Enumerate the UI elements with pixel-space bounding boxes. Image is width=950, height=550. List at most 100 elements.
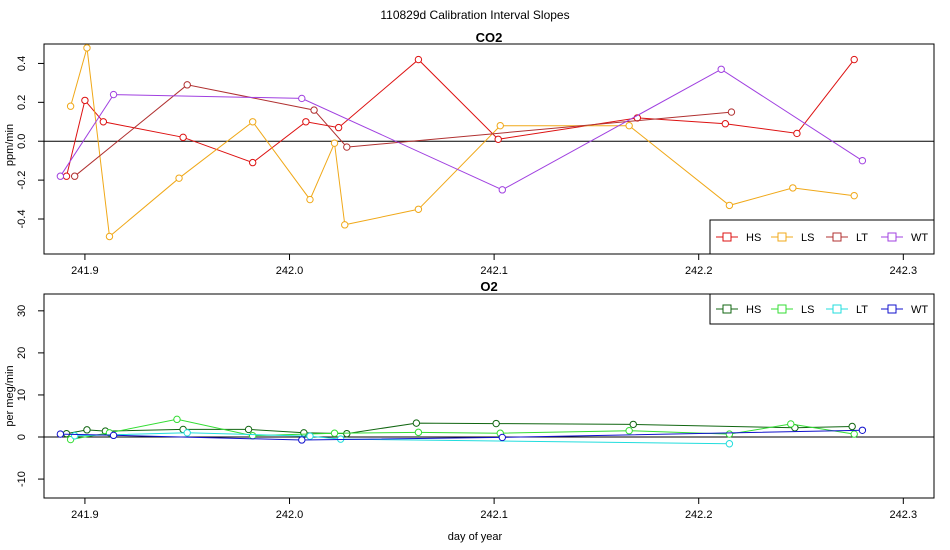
o2-data-point xyxy=(850,430,858,438)
co2-data-point xyxy=(793,129,801,138)
figure-title: 110829d Calibration Interval Slopes xyxy=(380,8,569,22)
x-axis-label: day of year xyxy=(448,531,503,543)
o2-data-point xyxy=(725,440,734,448)
o2-legend-marker xyxy=(832,304,842,314)
o2-data-point xyxy=(498,433,506,442)
co2-data-point xyxy=(717,65,725,73)
o2-data-point xyxy=(858,426,867,434)
o2-x-tick-label: 242.0 xyxy=(276,509,304,521)
o2-legend-label: LT xyxy=(856,304,868,316)
o2-data-point xyxy=(83,426,91,434)
co2-y-tick-label: -0.4 xyxy=(16,210,28,229)
o2-data-point xyxy=(248,432,257,440)
co2-data-point xyxy=(494,135,502,143)
o2-y-tick-label: 10 xyxy=(16,389,28,401)
o2-data-point xyxy=(414,428,423,437)
o2-data-point xyxy=(56,430,65,438)
o2-data-point xyxy=(492,419,500,428)
co2-series-lt xyxy=(70,81,736,180)
o2-y-tick-label: 30 xyxy=(16,305,28,317)
co2-series-ls xyxy=(66,44,858,241)
co2-data-point xyxy=(99,118,108,126)
co2-data-point xyxy=(850,55,858,64)
o2-data-point xyxy=(173,415,181,424)
co2-data-point xyxy=(302,118,310,126)
co2-data-point xyxy=(414,55,423,64)
o2-panel: O2 per meg/min 241.9 242.0 242.1 242.2 242.3… xyxy=(4,279,935,521)
o2-data-point xyxy=(62,429,71,438)
co2-legend-marker xyxy=(722,232,732,242)
o2-series-wt xyxy=(56,426,867,444)
co2-series-line xyxy=(66,58,855,177)
co2-data-point xyxy=(81,96,89,105)
o2-data-point xyxy=(625,427,633,435)
co2-data-point xyxy=(298,94,306,103)
o2-series-hs xyxy=(62,419,856,438)
o2-data-point xyxy=(306,432,314,440)
o2-data-point xyxy=(412,419,421,427)
co2-series-line xyxy=(74,84,732,177)
co2-data-point xyxy=(625,121,633,130)
co2-data-point xyxy=(183,81,191,89)
co2-legend-label: HS xyxy=(746,232,761,244)
co2-data-point xyxy=(56,172,65,180)
o2-data-point xyxy=(787,420,795,428)
co2-data-point xyxy=(66,102,75,110)
co2-y-tick-label: -0.2 xyxy=(16,171,28,190)
o2-y-axis-label: per meg/min xyxy=(4,365,16,426)
co2-legend: HS LS LT WT xyxy=(709,219,935,255)
o2-legend-label: HS xyxy=(746,304,761,316)
co2-x-tick-label: 242.2 xyxy=(685,265,713,277)
co2-x-tick-label: 241.9 xyxy=(71,265,99,277)
co2-data-point xyxy=(498,186,506,194)
co2-data-point xyxy=(83,44,91,52)
co2-data-point xyxy=(105,232,114,241)
co2-plot-frame xyxy=(43,43,935,255)
co2-data-point xyxy=(414,205,423,213)
o2-y-tick-label: 20 xyxy=(16,347,28,359)
o2-legend-label: LS xyxy=(801,304,814,316)
o2-data-point xyxy=(183,429,191,437)
o2-x-tick-label: 242.3 xyxy=(890,509,918,521)
co2-x-tick-label: 242.0 xyxy=(276,265,304,277)
co2-data-point xyxy=(70,172,79,180)
o2-legend: HS LS LT WT xyxy=(709,293,935,325)
co2-legend-label: LT xyxy=(856,232,868,244)
o2-data-point xyxy=(109,431,118,440)
co2-data-point xyxy=(725,201,734,210)
co2-panel: CO2 ppm/min 241.9 242.0 242.1 242.2 242.3 -0.… xyxy=(4,30,935,277)
o2-x-tick-label: 241.9 xyxy=(71,509,99,521)
co2-legend-marker xyxy=(887,232,897,242)
co2-data-point xyxy=(334,123,343,132)
o2-data-point xyxy=(244,425,253,434)
o2-x-tick-label: 242.1 xyxy=(480,509,508,521)
o2-data-point xyxy=(330,429,339,437)
co2-y-tick-label: 0.2 xyxy=(16,95,28,110)
co2-data-point xyxy=(850,191,858,200)
co2-data-point xyxy=(789,184,797,192)
o2-title: O2 xyxy=(480,279,497,294)
o2-legend-marker xyxy=(722,304,732,314)
o2-data-point xyxy=(70,432,79,440)
o2-plot-frame xyxy=(43,293,935,499)
co2-data-point xyxy=(306,195,314,204)
co2-data-point xyxy=(343,143,351,151)
co2-y-tick-label: 0.0 xyxy=(16,134,28,149)
o2-data-point xyxy=(343,429,351,438)
o2-x-tick-label: 242.2 xyxy=(685,509,713,521)
co2-data-point xyxy=(727,108,736,116)
co2-legend-marker xyxy=(777,232,787,242)
co2-y-tick-label: 0.4 xyxy=(16,56,28,71)
co2-y-axis-label: ppm/min xyxy=(4,124,16,166)
co2-series-wt xyxy=(56,65,867,194)
co2-data-point xyxy=(330,139,339,147)
o2-legend-label: WT xyxy=(911,304,928,316)
co2-legend-label: LS xyxy=(801,232,814,244)
co2-data-point xyxy=(175,174,183,182)
o2-data-point xyxy=(629,420,637,429)
o2-data-point xyxy=(848,422,856,431)
co2-data-point xyxy=(310,106,318,114)
co2-x-tick-label: 242.3 xyxy=(890,265,918,277)
o2-data-point xyxy=(300,429,308,437)
